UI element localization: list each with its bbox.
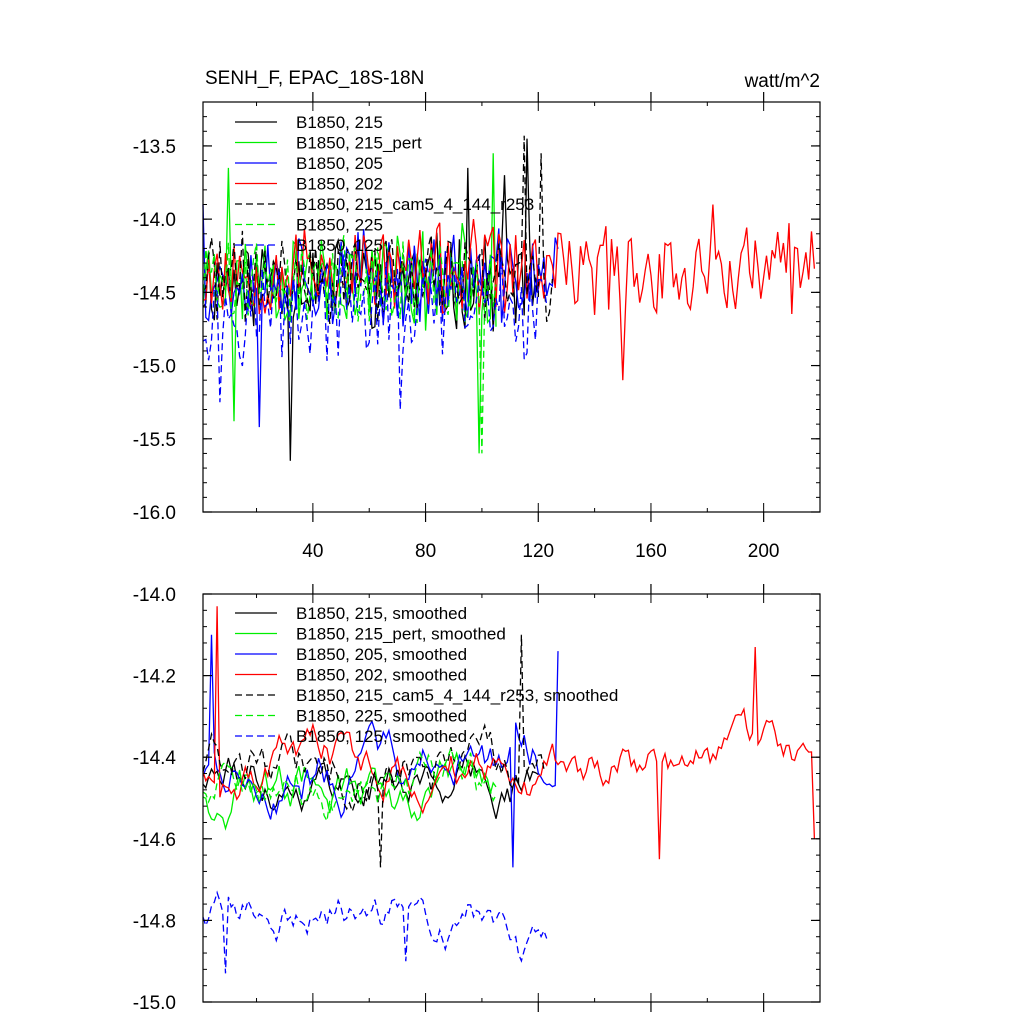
top-panel: SENH_F, EPAC_18S-18N watt/m^2 -16.0 -15.5… [133,68,821,562]
y-tick-label: -16.0 [133,503,176,524]
series-line-7 [202,254,548,410]
y-tick-label: -15.5 [133,430,176,451]
legend-label-6: B1850, 225 [296,216,383,235]
y-tick-label: -14.0 [133,210,176,231]
y-tick-label: -14.0 [133,585,176,606]
series-line-5 [202,634,545,868]
plot-frame [202,593,821,1003]
y-tick-label: -14.5 [133,283,176,304]
legend-label-7: B1850, 125, smoothed [296,727,467,746]
y-tick-label: -14.6 [133,830,176,851]
y-tick-label: -14.2 [133,667,176,688]
legend-label-4: B1850, 202 [296,175,383,194]
legend-label-5: B1850, 215_cam5_4_144_r253, smoothed [296,686,618,705]
chart-title: SENH_F, EPAC_18S-18N [205,68,424,89]
legend-label-7: B1850, 125 [296,236,383,255]
series-line-3 [202,634,559,868]
legend-label-3: B1850, 205 [296,154,383,173]
x-tick-label: 80 [415,541,436,562]
top-axes: -16.0 -15.5 -15.0 -14.5 -14.0 -13.5 40 80 120 160… [133,92,821,562]
y-tick-label: -15.0 [133,357,176,378]
legend-label-1: B1850, 215 [296,113,383,132]
legend-label-5: B1850, 215_cam5_4_144_r253 [296,195,534,214]
series-line-4 [202,606,816,860]
series-line-2 [202,751,497,831]
legend-label-2: B1850, 215_pert [296,134,422,153]
x-tick-label: 200 [748,541,780,562]
y-tick-label: -14.8 [133,911,176,932]
bottom-panel: -15.0 -14.8 -14.6 -14.4 -14.2 -14.0 B1850, 21… [133,584,821,1014]
series-line-7 [202,890,548,974]
y-tick-label: -13.5 [133,137,176,158]
bottom-legend: B1850, 215, smoothed B1850, 215_pert, smo… [235,604,618,746]
top-series-lines [202,135,816,461]
series-line-6 [202,746,497,824]
bottom-series-lines [202,606,816,974]
series-line-4 [202,204,816,381]
legend-label-4: B1850, 202, smoothed [296,666,467,685]
legend-label-6: B1850, 225, smoothed [296,707,467,726]
x-tick-label: 120 [522,541,554,562]
legend-label-3: B1850, 205, smoothed [296,645,467,664]
y-tick-label: -14.4 [133,748,177,769]
y-tick-label: -15.0 [133,993,176,1014]
legend-label-1: B1850, 215, smoothed [296,604,467,623]
x-tick-label: 160 [635,541,667,562]
units-label: watt/m^2 [744,71,820,92]
legend-label-2: B1850, 215_pert, smoothed [296,625,506,644]
x-tick-label: 40 [302,541,323,562]
bottom-axes: -15.0 -14.8 -14.6 -14.4 -14.2 -14.0 [133,584,821,1014]
